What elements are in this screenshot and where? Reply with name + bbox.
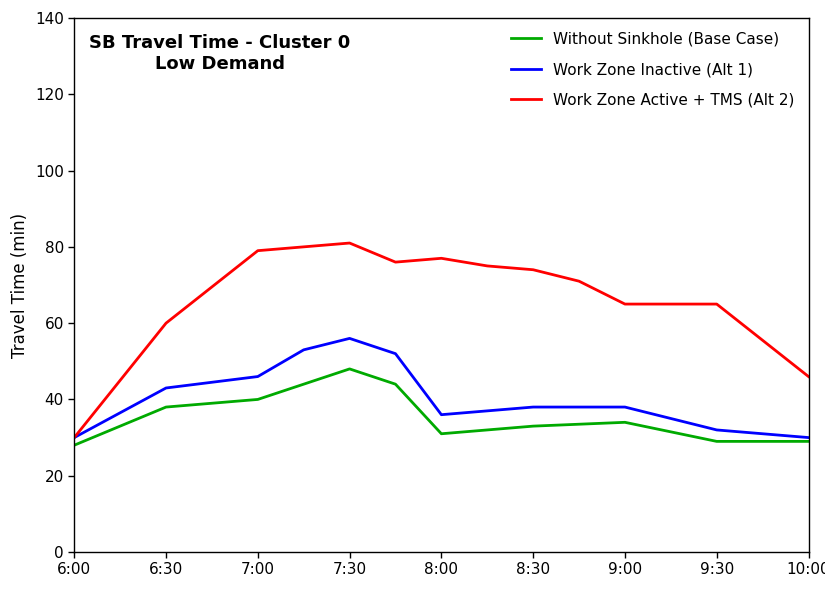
- Work Zone Inactive (Alt 1): [436, 411, 446, 418]
- Work Zone Active + TMS (Alt 2): [712, 301, 722, 308]
- Legend: Without Sinkhole (Base Case), Work Zone Inactive (Alt 1), Work Zone Active + TMS: Without Sinkhole (Base Case), Work Zone …: [504, 26, 801, 113]
- Line: Without Sinkhole (Base Case): Without Sinkhole (Base Case): [74, 369, 808, 445]
- Without Sinkhole (Base Case): [620, 419, 630, 426]
- Work Zone Active + TMS (Alt 2): [345, 239, 355, 247]
- Work Zone Active + TMS (Alt 2): [252, 247, 262, 254]
- Work Zone Active + TMS (Alt 2): [299, 243, 309, 250]
- Work Zone Inactive (Alt 1): [804, 434, 813, 441]
- Without Sinkhole (Base Case): [345, 365, 355, 373]
- Without Sinkhole (Base Case): [436, 430, 446, 437]
- Work Zone Active + TMS (Alt 2): [161, 320, 171, 327]
- Work Zone Active + TMS (Alt 2): [804, 373, 813, 380]
- Work Zone Active + TMS (Alt 2): [436, 254, 446, 262]
- Work Zone Active + TMS (Alt 2): [620, 301, 630, 308]
- Work Zone Inactive (Alt 1): [345, 335, 355, 342]
- Without Sinkhole (Base Case): [161, 403, 171, 410]
- Work Zone Inactive (Alt 1): [69, 434, 79, 441]
- Without Sinkhole (Base Case): [252, 396, 262, 403]
- Y-axis label: Travel Time (min): Travel Time (min): [12, 212, 30, 358]
- Without Sinkhole (Base Case): [69, 442, 79, 449]
- Work Zone Inactive (Alt 1): [299, 346, 309, 353]
- Work Zone Active + TMS (Alt 2): [574, 278, 584, 285]
- Work Zone Inactive (Alt 1): [528, 403, 538, 410]
- Work Zone Active + TMS (Alt 2): [69, 434, 79, 441]
- Without Sinkhole (Base Case): [299, 380, 309, 388]
- Without Sinkhole (Base Case): [712, 438, 722, 445]
- Without Sinkhole (Base Case): [528, 422, 538, 430]
- Line: Work Zone Inactive (Alt 1): Work Zone Inactive (Alt 1): [74, 338, 808, 437]
- Work Zone Active + TMS (Alt 2): [528, 266, 538, 274]
- Line: Work Zone Active + TMS (Alt 2): Work Zone Active + TMS (Alt 2): [74, 243, 808, 437]
- Work Zone Inactive (Alt 1): [252, 373, 262, 380]
- Work Zone Inactive (Alt 1): [161, 385, 171, 392]
- Without Sinkhole (Base Case): [390, 380, 400, 388]
- Text: SB Travel Time - Cluster 0
Low Demand: SB Travel Time - Cluster 0 Low Demand: [89, 34, 350, 73]
- Work Zone Inactive (Alt 1): [712, 427, 722, 434]
- Work Zone Active + TMS (Alt 2): [483, 262, 493, 269]
- Without Sinkhole (Base Case): [804, 438, 813, 445]
- Work Zone Inactive (Alt 1): [620, 403, 630, 410]
- Work Zone Inactive (Alt 1): [390, 350, 400, 357]
- Work Zone Active + TMS (Alt 2): [390, 259, 400, 266]
